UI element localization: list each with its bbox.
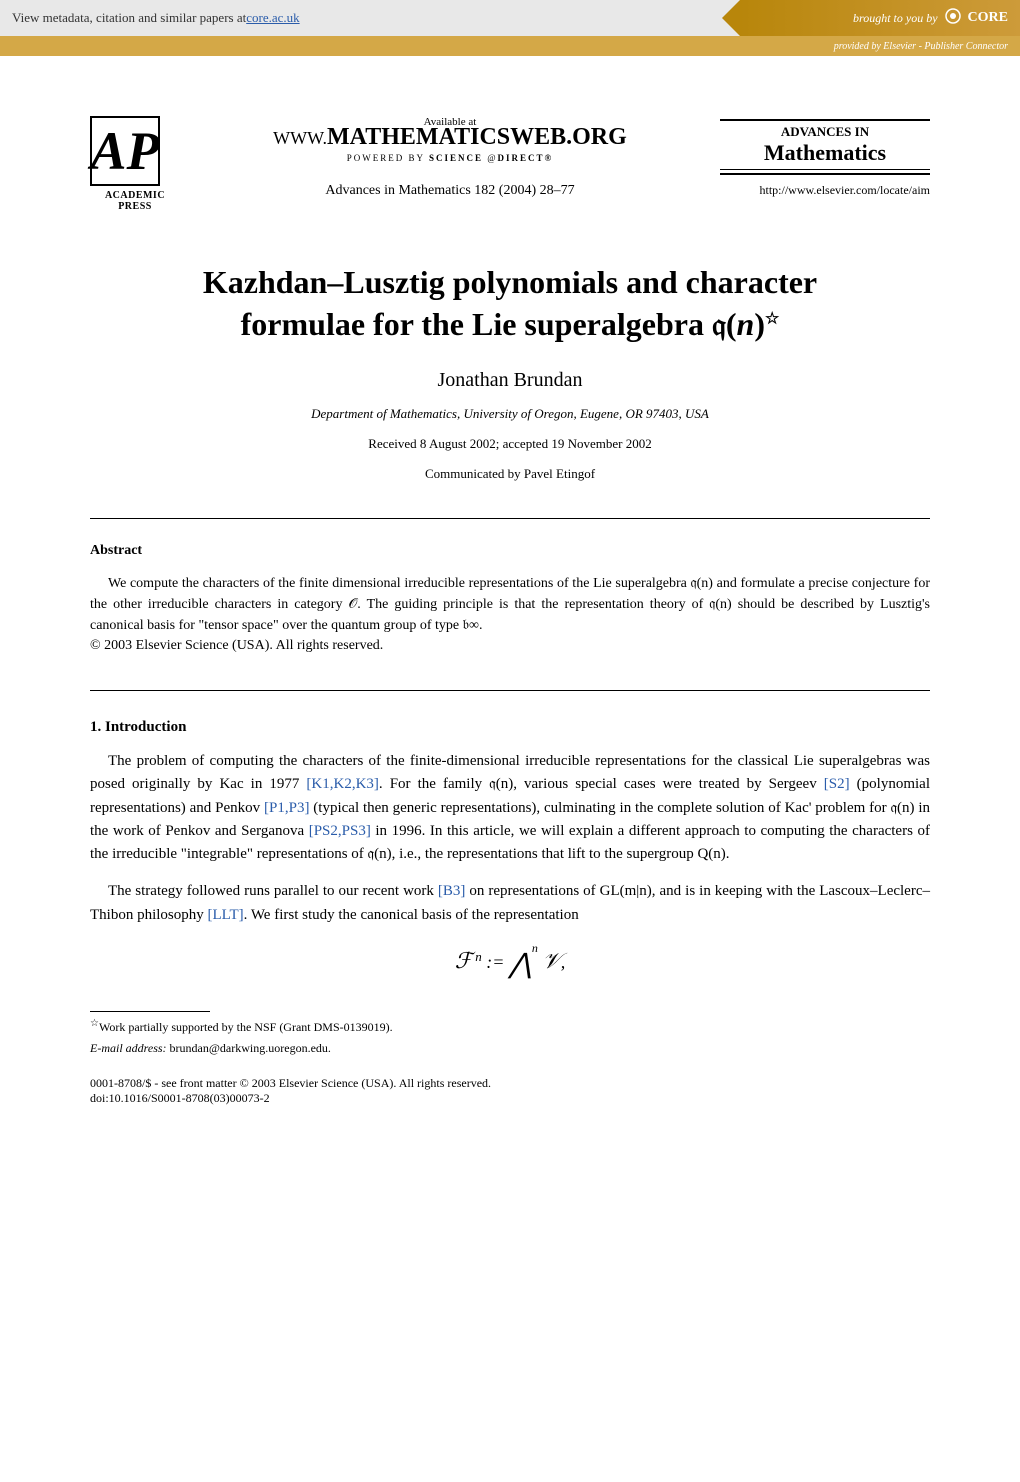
page-footer: 0001-8708/$ - see front matter © 2003 El… (90, 1076, 930, 1106)
ap-logo-icon: AP (90, 116, 160, 186)
citation-link[interactable]: [B3] (438, 883, 466, 899)
citation-link[interactable]: [K1,K2,K3] (306, 776, 379, 792)
text: . For the family 𝔮(n), various special c… (379, 776, 824, 792)
citation-link[interactable]: [LLT] (208, 907, 244, 923)
text: . We first study the canonical basis of … (244, 907, 579, 923)
core-logo-icon (944, 7, 962, 29)
core-banner-left: View metadata, citation and similar pape… (0, 0, 740, 36)
footnote-star: ☆Work partially supported by the NSF (Gr… (90, 1018, 930, 1035)
provided-text: provided by Elsevier - Publisher Connect… (834, 41, 1008, 52)
title-line2-pre: formulae for the Lie superalgebra 𝔮( (241, 306, 737, 342)
banner-text: View metadata, citation and similar pape… (12, 10, 246, 26)
citation-link[interactable]: [P1,P3] (264, 800, 309, 816)
email-label: E-mail address: (90, 1041, 167, 1055)
abstract-text: We compute the characters of the finite … (90, 573, 930, 636)
publisher-logo: AP ACADEMIC PRESS (90, 116, 180, 212)
brought-by: brought to you by (853, 11, 938, 26)
direct-text: DIRECT® (497, 153, 553, 163)
ap-initials: AP (91, 120, 160, 182)
footnote-email: E-mail address: brundan@darkwing.uoregon… (90, 1041, 930, 1056)
header-center: Available at WWW.MATHEMATICSWEB.ORG POWE… (180, 116, 720, 199)
communicated-by: Communicated by Pavel Etingof (90, 466, 930, 482)
title-line2-post: ) (754, 306, 765, 342)
issn-line: 0001-8708/$ - see front matter © 2003 El… (90, 1076, 930, 1091)
powered-prefix: POWERED BY (347, 153, 429, 163)
article-title: Kazhdan–Lusztig polynomials and characte… (90, 262, 930, 345)
ap-label: ACADEMIC PRESS (90, 190, 180, 212)
intro-para-1: The problem of computing the characters … (90, 750, 930, 866)
rule (720, 119, 930, 121)
rule (720, 173, 930, 175)
provided-bar: provided by Elsevier - Publisher Connect… (0, 36, 1020, 56)
science-text: SCIENCE (429, 153, 483, 163)
page-header: AP ACADEMIC PRESS Available at WWW.MATHE… (90, 116, 930, 212)
title-var: n (737, 306, 755, 342)
page: AP ACADEMIC PRESS Available at WWW.MATHE… (0, 56, 1020, 1146)
mathweb-text: MATHEMATICSWEB.ORG (327, 124, 627, 150)
footnote-rule (90, 1011, 210, 1012)
citation-link[interactable]: [S2] (824, 776, 850, 792)
advances-in: ADVANCES IN (720, 124, 930, 140)
journal-name: Mathematics (720, 140, 930, 166)
journal-url: http://www.elsevier.com/locate/aim (720, 183, 930, 198)
citation-link[interactable]: [PS2,PS3] (309, 823, 371, 839)
header-right: ADVANCES IN Mathematics http://www.elsev… (720, 116, 930, 198)
core-logo-text: CORE (968, 10, 1008, 26)
journal-citation: Advances in Mathematics 182 (2004) 28–77 (190, 183, 710, 199)
title-line1: Kazhdan–Lusztig polynomials and characte… (203, 264, 817, 300)
text: The strategy followed runs parallel to o… (108, 883, 438, 899)
abstract-heading: Abstract (90, 543, 930, 559)
article-dates: Received 8 August 2002; accepted 19 Nove… (90, 436, 930, 452)
star-icon: ☆ (90, 1018, 99, 1029)
email-address: brundan@darkwing.uoregon.edu. (170, 1041, 331, 1055)
footnote-text: Work partially supported by the NSF (Gra… (99, 1020, 393, 1034)
display-equation: ℱ n := ⋀n 𝒱, (90, 947, 930, 981)
section-heading: 1. Introduction (90, 719, 930, 736)
core-banner: View metadata, citation and similar pape… (0, 0, 1020, 36)
rule (90, 518, 930, 519)
mathweb-logo: WWW.MATHEMATICSWEB.ORG (190, 124, 710, 151)
www-prefix: WWW. (273, 128, 327, 148)
abstract-copyright: © 2003 Elsevier Science (USA). All right… (90, 638, 930, 654)
author-name: Jonathan Brundan (90, 369, 930, 392)
affiliation: Department of Mathematics, University of… (90, 406, 930, 422)
intro-para-2: The strategy followed runs parallel to o… (90, 880, 930, 927)
rule (720, 169, 930, 170)
title-footnote-star: ☆ (765, 310, 779, 327)
doi-line: doi:10.1016/S0001-8708(03)00073-2 (90, 1091, 930, 1106)
rule (90, 690, 930, 691)
powered-by: POWERED BY SCIENCE @DIRECT® (190, 153, 710, 163)
core-banner-right: brought to you by CORE (740, 0, 1020, 36)
core-link[interactable]: core.ac.uk (246, 10, 299, 26)
